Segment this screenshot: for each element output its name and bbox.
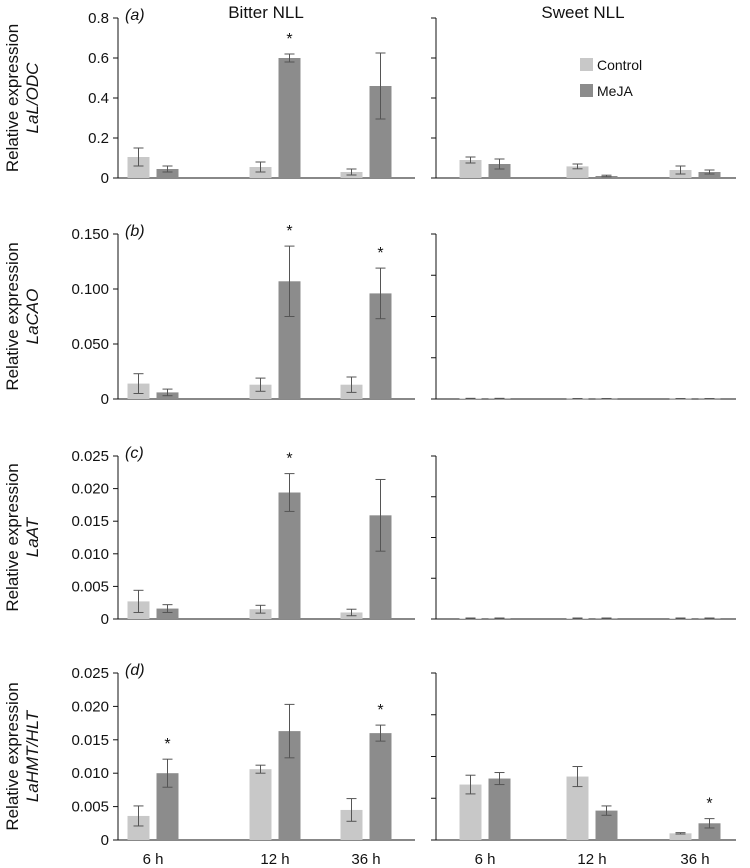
bar-meja <box>488 778 511 840</box>
bar-meja <box>278 731 301 840</box>
legend-label: Control <box>597 57 642 73</box>
bar-control <box>566 776 589 840</box>
y-tick-label: 0.4 <box>88 90 109 107</box>
significance-marker: * <box>286 223 292 240</box>
y-axis-gene-label: LaAT <box>23 516 42 557</box>
y-tick-label: 0.005 <box>71 578 109 595</box>
y-tick-label: 0 <box>101 170 109 187</box>
legend-swatch <box>580 84 593 97</box>
y-tick-label: 0.6 <box>88 50 109 67</box>
bar-meja <box>488 164 511 178</box>
significance-marker: * <box>377 702 383 719</box>
y-tick-label: 0.8 <box>88 10 109 27</box>
y-tick-label: 0.2 <box>88 130 109 147</box>
y-axis-gene-label: LaHMT/HLT <box>23 709 42 802</box>
bar-meja <box>369 293 392 399</box>
y-axis-label: Relative expression <box>3 24 22 172</box>
bar-meja <box>156 773 179 840</box>
bar-meja <box>156 608 179 619</box>
y-tick-label: 0.010 <box>71 765 109 782</box>
bar-control <box>249 769 272 840</box>
bar-control <box>340 809 363 840</box>
y-tick-label: 0.015 <box>71 513 109 530</box>
panel-7: 0 0.005 0.010 0.015 0.020 0.025 (d) Relative ex… <box>3 662 415 868</box>
y-tick-label: 0.025 <box>71 448 109 465</box>
panel-2 <box>431 17 736 179</box>
bar-meja <box>278 58 301 178</box>
x-tick-label: 6 h <box>143 851 164 868</box>
significance-marker: * <box>377 245 383 262</box>
y-tick-label: 0 <box>101 391 109 408</box>
bar-control <box>459 784 482 840</box>
y-tick-label: 0.150 <box>71 226 109 243</box>
y-axis-gene-label: LaCAO <box>23 289 42 345</box>
column-title-sweet: Sweet NLL <box>541 3 624 22</box>
bar-meja <box>156 169 179 178</box>
bar-meja <box>698 172 721 178</box>
bar-control <box>127 815 150 840</box>
bar-control <box>249 609 272 619</box>
significance-marker: * <box>286 31 292 48</box>
bar-control <box>127 157 150 178</box>
y-axis-label: Relative expression <box>3 242 22 390</box>
bar-control <box>249 384 272 399</box>
bar-meja <box>369 86 392 178</box>
panel-label: (d) <box>125 662 145 679</box>
x-tick-label: 12 h <box>260 851 289 868</box>
panel-5: 0 0.005 0.010 0.015 0.020 0.025 (c) Relative ex… <box>3 445 415 628</box>
bar-meja <box>698 823 721 840</box>
y-tick-label: 0.050 <box>71 336 109 353</box>
x-tick-label: 6 h <box>475 851 496 868</box>
bar-control <box>669 833 692 840</box>
significance-marker: * <box>164 736 170 753</box>
y-tick-label: 0.005 <box>71 799 109 816</box>
significance-marker: * <box>286 451 292 468</box>
y-tick-label: 0.025 <box>71 665 109 682</box>
panels: 00.20.40.60.8 (a)Relative expression LaL/O… <box>3 7 736 868</box>
panel-label: (a) <box>125 7 145 24</box>
x-tick-label: 12 h <box>577 851 606 868</box>
y-tick-label: 0.010 <box>71 546 109 563</box>
y-tick-label: 0 <box>101 611 109 628</box>
panel-4 <box>431 233 736 400</box>
panel-label: (b) <box>125 223 145 240</box>
y-tick-label: 0.020 <box>71 698 109 715</box>
panel-label: (c) <box>125 445 144 462</box>
bar-meja <box>369 515 392 619</box>
panel-8: 6 h 12 h * 36 h <box>431 672 736 868</box>
panel-6 <box>431 455 736 620</box>
bar-meja <box>278 492 301 619</box>
y-tick-label: 0.100 <box>71 281 109 298</box>
y-axis-label: Relative expression <box>3 682 22 830</box>
x-tick-label: 36 h <box>351 851 380 868</box>
y-axis-label: Relative expression <box>3 463 22 611</box>
legend-label: MeJA <box>597 83 633 99</box>
legend-swatch <box>580 58 593 71</box>
y-axis-gene-label: LaL/ODC <box>23 62 42 134</box>
bar-control <box>459 160 482 178</box>
legend: Control MeJA <box>580 57 642 99</box>
bar-meja <box>278 281 301 399</box>
panel-1: 0 0.2 0.4 0.6 0.8 (a) Relative expression LaL/O… <box>3 7 415 187</box>
column-title-bitter: Bitter NLL <box>228 3 304 22</box>
y-tick-label: 0 <box>101 832 109 849</box>
bar-meja <box>595 810 618 840</box>
bar-control <box>566 166 589 178</box>
bar-meja <box>369 733 392 840</box>
y-tick-label: 0.020 <box>71 481 109 498</box>
panel-3: 0 0.050 0.100 0.150 (b) Relative expression La… <box>3 223 415 408</box>
significance-marker: * <box>706 796 712 813</box>
y-tick-label: 0.015 <box>71 732 109 749</box>
x-tick-label: 36 h <box>680 851 709 868</box>
